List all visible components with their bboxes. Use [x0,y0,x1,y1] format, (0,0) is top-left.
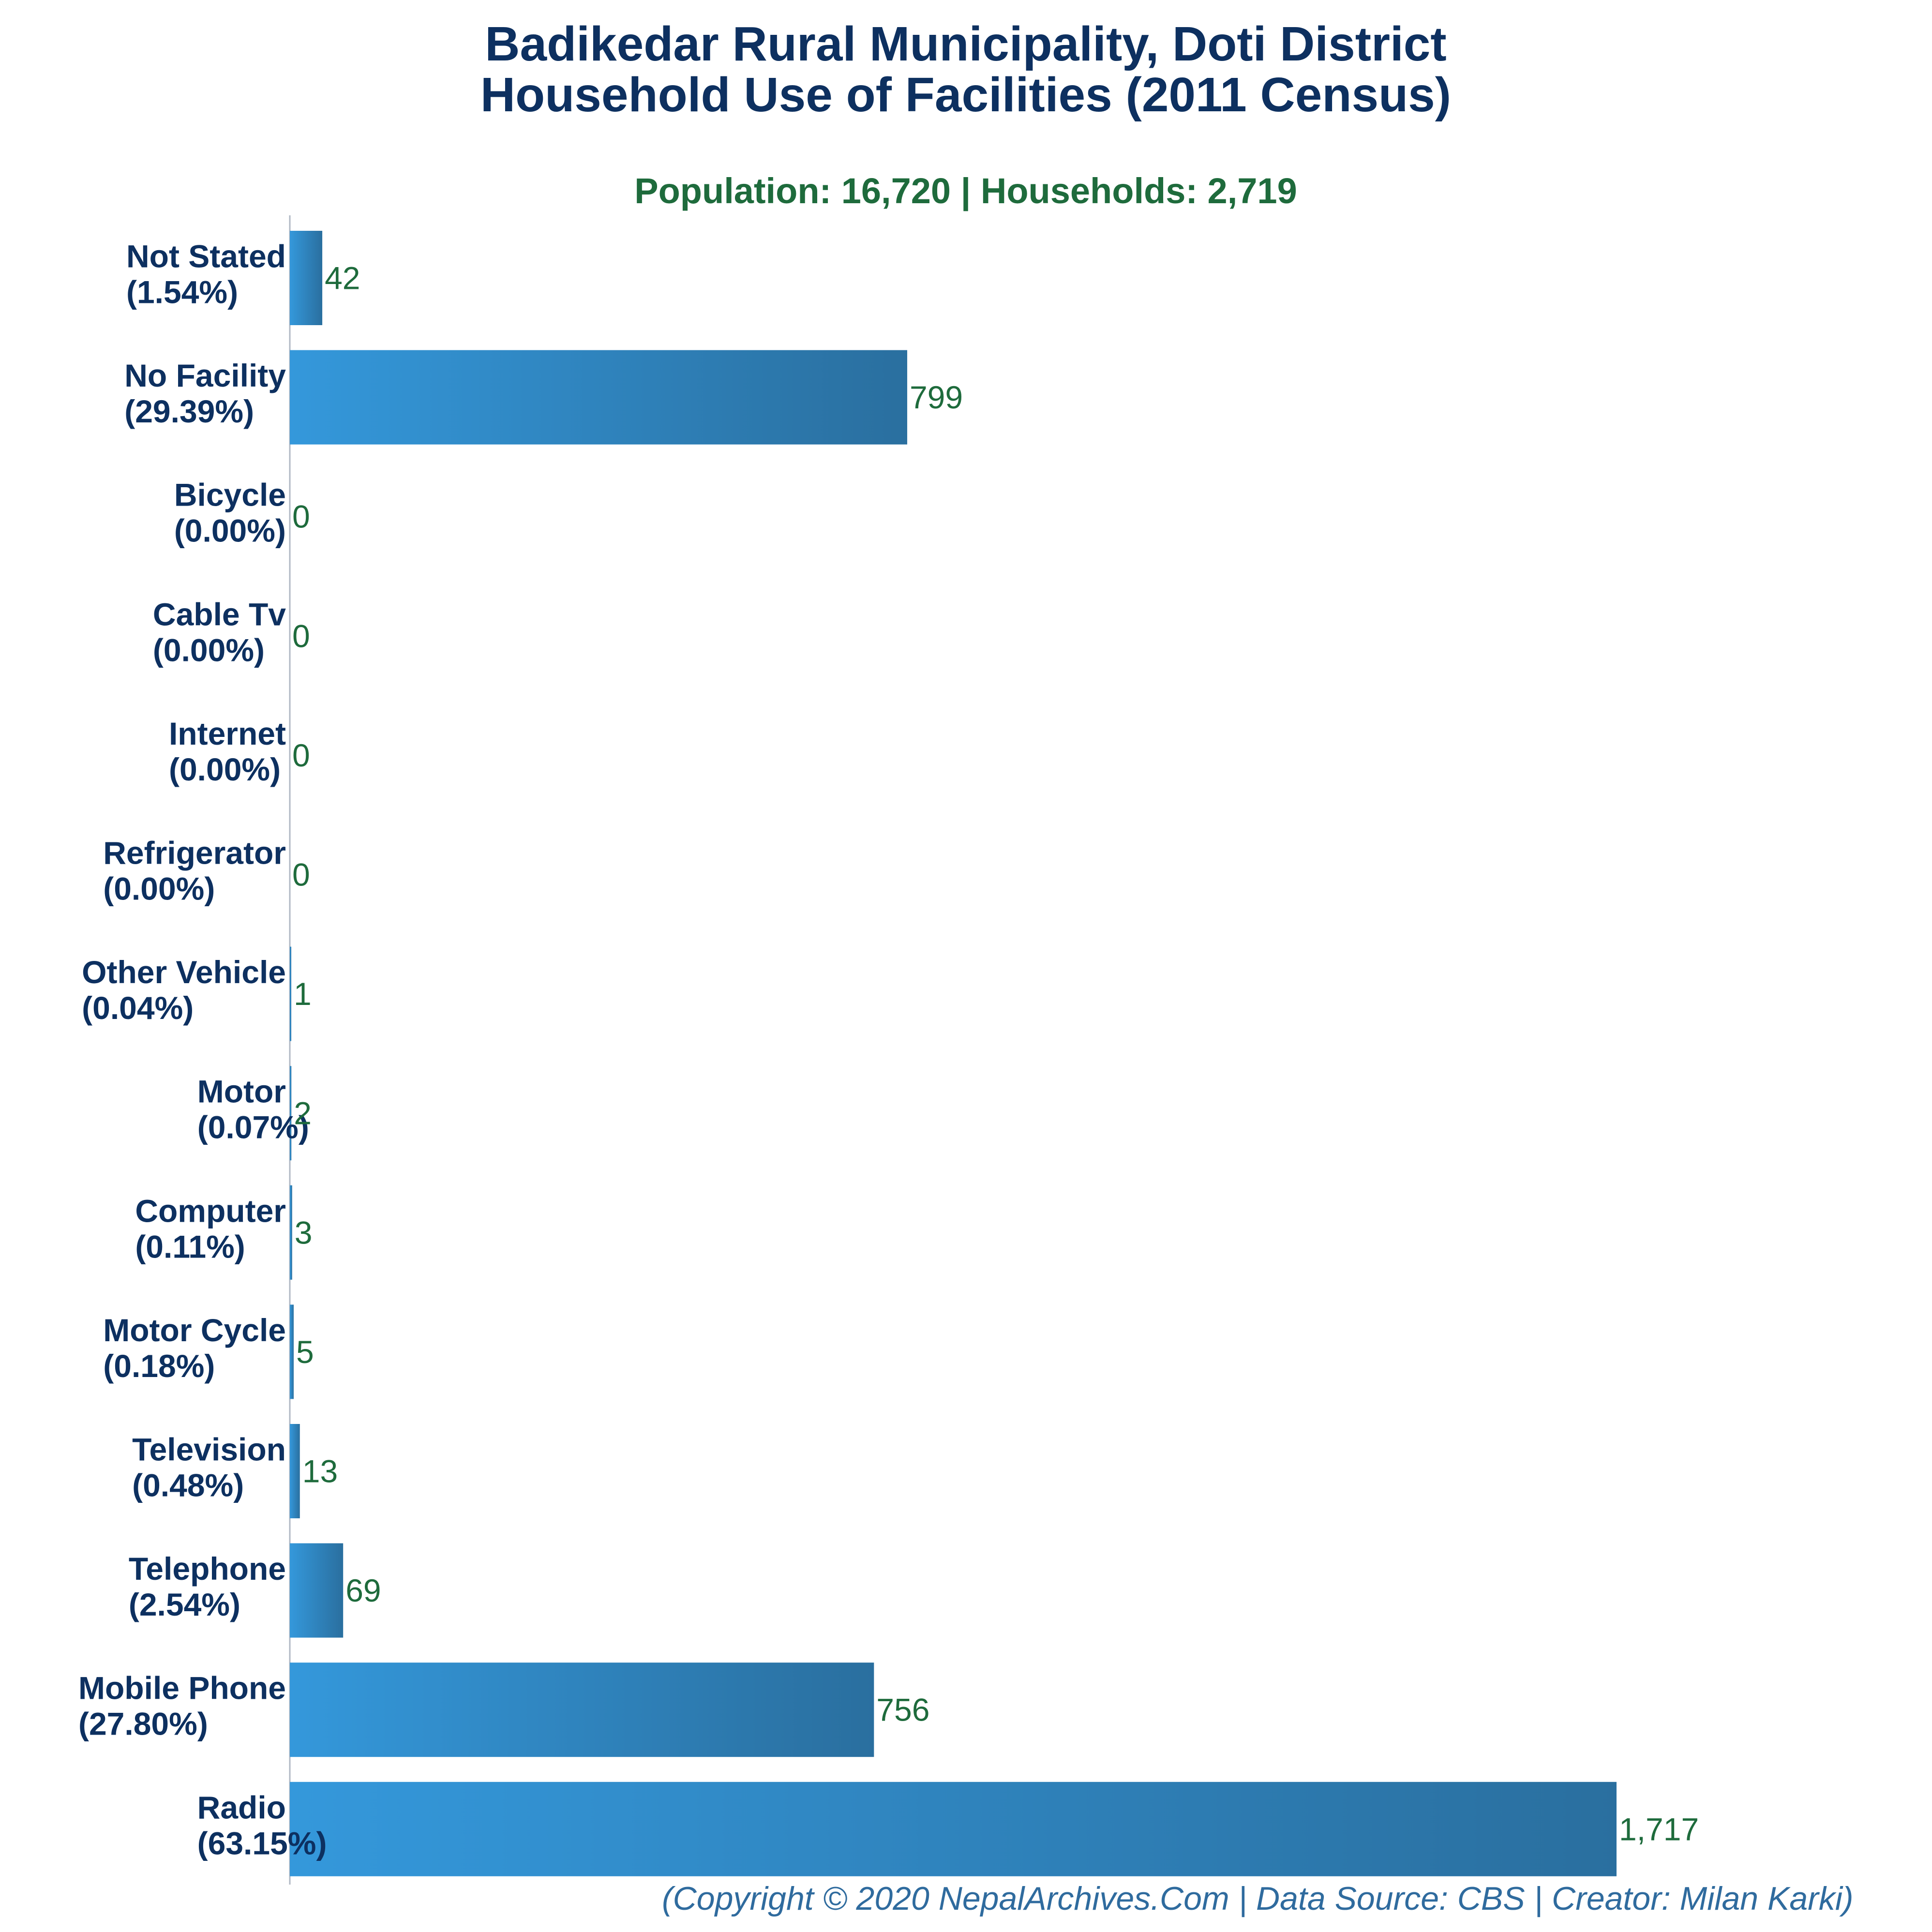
bar-television [290,1424,300,1518]
category-label-motor: Motor [197,1074,286,1109]
bar-group-television: Television(0.48%) 13 [132,1424,338,1518]
value-label-cable-tv: 0 [292,618,310,654]
value-label-not-stated: 42 [325,260,360,296]
value-label-other-vehicle: 1 [294,976,312,1012]
value-label-radio: 1,717 [1619,1811,1699,1847]
category-label-computer: Computer [135,1193,286,1228]
category-label-mobile-phone: Mobile Phone [78,1670,286,1706]
percent-label-refrigerator: (0.00%) [103,871,215,907]
bar-no-facility [290,350,907,445]
value-label-internet: 0 [292,737,310,773]
value-label-motor: 2 [294,1095,312,1131]
bar-radio [290,1782,1617,1876]
bar-group-cable-tv: Cable Tv(0.00%) 0 [153,596,310,668]
bar-not-stated [290,231,323,325]
bar-group-internet: Internet(0.00%) 0 [169,716,310,787]
chart-subtitle: Population: 16,720 | Households: 2,719 [634,171,1297,211]
category-label-no-facility: No Facility [124,358,286,393]
bar-group-telephone: Telephone(2.54%) 69 [129,1543,381,1638]
bar-group-radio: Radio(63.15%) 1,717 [197,1782,1699,1876]
bars-layer: Not Stated(1.54%) 42 No Facility(29.39%) 79… [78,231,1699,1876]
category-label-telephone: Telephone [129,1551,286,1587]
bar-group-computer: Computer(0.11%) 3 [135,1185,313,1280]
category-label-other-vehicle: Other Vehicle [82,954,286,990]
category-label-cable-tv: Cable Tv [153,596,286,632]
value-label-television: 13 [302,1453,338,1489]
percent-label-cable-tv: (0.00%) [153,632,265,668]
percent-label-bicycle: (0.00%) [174,513,286,549]
percent-label-computer: (0.11%) [135,1228,245,1264]
value-label-motor-cycle: 5 [296,1334,314,1370]
bar-computer [290,1185,292,1280]
value-label-computer: 3 [295,1214,313,1250]
bar-motor [290,1066,292,1161]
percent-label-radio: (63.15%) [197,1825,327,1861]
percent-label-not-stated: (1.54%) [126,274,238,310]
bar-group-motor: Motor(0.07%)2 [197,1066,312,1161]
chart-title-line-1: Badikedar Rural Municipality, Doti Distr… [485,17,1446,71]
bar-motor-cycle [290,1304,294,1399]
bar-group-not-stated: Not Stated(1.54%) 42 [126,231,360,325]
bar-group-bicycle: Bicycle(0.00%) 0 [174,477,310,549]
value-label-bicycle: 0 [292,499,310,535]
bar-group-refrigerator: Refrigerator(0.00%) 0 [103,835,310,907]
percent-label-telephone: (2.54%) [129,1587,240,1622]
bar-group-other-vehicle: Other Vehicle(0.04%) 1 [82,946,312,1041]
percent-label-television: (0.48%) [132,1468,244,1503]
value-label-refrigerator: 0 [292,857,310,893]
bar-group-motor-cycle: Motor Cycle(0.18%) 5 [103,1304,314,1399]
category-label-radio: Radio [197,1789,286,1825]
percent-label-motor-cycle: (0.18%) [103,1348,215,1384]
category-label-bicycle: Bicycle [174,477,286,513]
value-label-mobile-phone: 756 [876,1692,929,1728]
footer-credit: (Copyright © 2020 NepalArchives.Com | Da… [662,1880,1854,1917]
bar-telephone [290,1543,344,1638]
bar-group-mobile-phone: Mobile Phone(27.80%) 756 [78,1662,929,1757]
percent-label-mobile-phone: (27.80%) [78,1706,208,1742]
value-label-no-facility: 799 [910,379,963,415]
category-label-refrigerator: Refrigerator [103,835,286,871]
bar-group-no-facility: No Facility(29.39%) 799 [124,350,963,445]
percent-label-no-facility: (29.39%) [124,393,254,429]
percent-label-motor: (0.07%) [197,1109,309,1145]
category-label-internet: Internet [169,716,286,751]
chart-title-line-2: Household Use of Facilities (2011 Census… [480,68,1451,122]
percent-label-other-vehicle: (0.04%) [82,990,194,1026]
category-label-motor-cycle: Motor Cycle [103,1312,286,1348]
bar-mobile-phone [290,1662,874,1757]
bar-other-vehicle [290,946,291,1041]
category-label-television: Television [132,1432,286,1468]
value-label-telephone: 69 [345,1573,381,1608]
percent-label-internet: (0.00%) [169,751,281,787]
category-label-not-stated: Not Stated [126,239,286,274]
